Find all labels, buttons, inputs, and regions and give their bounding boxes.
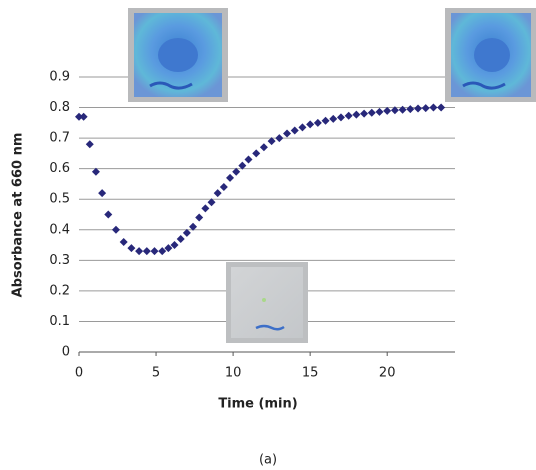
point: [313, 118, 322, 127]
points: [75, 103, 446, 256]
point: [195, 213, 204, 222]
point: [104, 210, 113, 219]
point: [252, 149, 261, 158]
point: [219, 183, 228, 191]
point: [201, 204, 210, 213]
point: [164, 244, 173, 253]
point: [367, 108, 376, 117]
y-tick-label: 0.3: [49, 253, 70, 268]
x-tick-label: 20: [379, 366, 396, 381]
point: [290, 126, 299, 135]
inset-image: [226, 262, 308, 343]
point: [158, 247, 167, 256]
x-tick-label: 0: [75, 366, 83, 381]
y-tick-label: 0.1: [49, 314, 70, 329]
point: [182, 228, 191, 237]
point: [135, 247, 144, 256]
point: [111, 225, 120, 234]
point: [321, 116, 330, 125]
point: [127, 244, 136, 253]
point: [98, 189, 107, 198]
y-tick-label: 0.7: [49, 131, 70, 146]
point: [360, 109, 369, 118]
point: [238, 161, 247, 170]
point: [437, 103, 446, 112]
point: [189, 222, 198, 231]
y-tick-label: 0.2: [49, 283, 70, 298]
point: [421, 104, 430, 113]
point: [207, 198, 216, 207]
point: [91, 167, 100, 176]
point: [150, 247, 159, 256]
point: [170, 241, 179, 250]
y-tick-label: 0.6: [49, 161, 70, 176]
y-tick-label: 0.4: [49, 222, 70, 237]
point: [398, 105, 407, 114]
point: [226, 173, 235, 182]
point: [336, 113, 345, 122]
point: [75, 112, 83, 121]
point: [383, 106, 392, 115]
y-tick-label: 0: [62, 345, 70, 360]
point: [375, 107, 384, 116]
point: [275, 134, 284, 143]
point: [176, 234, 185, 243]
point: [85, 140, 94, 149]
point: [429, 103, 438, 112]
point: [414, 104, 423, 113]
point: [352, 110, 361, 119]
y-tick-label: 0.5: [49, 192, 70, 207]
point: [79, 112, 88, 121]
point: [244, 155, 253, 164]
y-tick-label: 0.9: [49, 70, 70, 85]
x-tick-label: 15: [302, 366, 319, 381]
point: [344, 111, 353, 120]
point: [213, 189, 222, 198]
inset-image: [128, 8, 228, 102]
x-tick-label: 10: [225, 366, 242, 381]
x-axis-title: Time (min): [218, 397, 297, 412]
point: [306, 120, 315, 129]
point: [298, 123, 307, 132]
caption: (a): [259, 453, 277, 468]
point: [259, 143, 268, 152]
inset-image: [445, 8, 536, 102]
point: [267, 137, 276, 146]
point: [283, 129, 292, 138]
point: [329, 114, 338, 123]
inset-images: [128, 8, 536, 343]
point: [119, 238, 128, 246]
y-axis-title: Absorbance at 660 nm: [11, 133, 26, 298]
point: [390, 106, 399, 115]
point: [142, 247, 151, 256]
x-tick-label: 5: [152, 366, 160, 381]
point: [406, 105, 415, 114]
y-tick-label: 0.8: [49, 100, 70, 115]
point: [232, 167, 241, 176]
